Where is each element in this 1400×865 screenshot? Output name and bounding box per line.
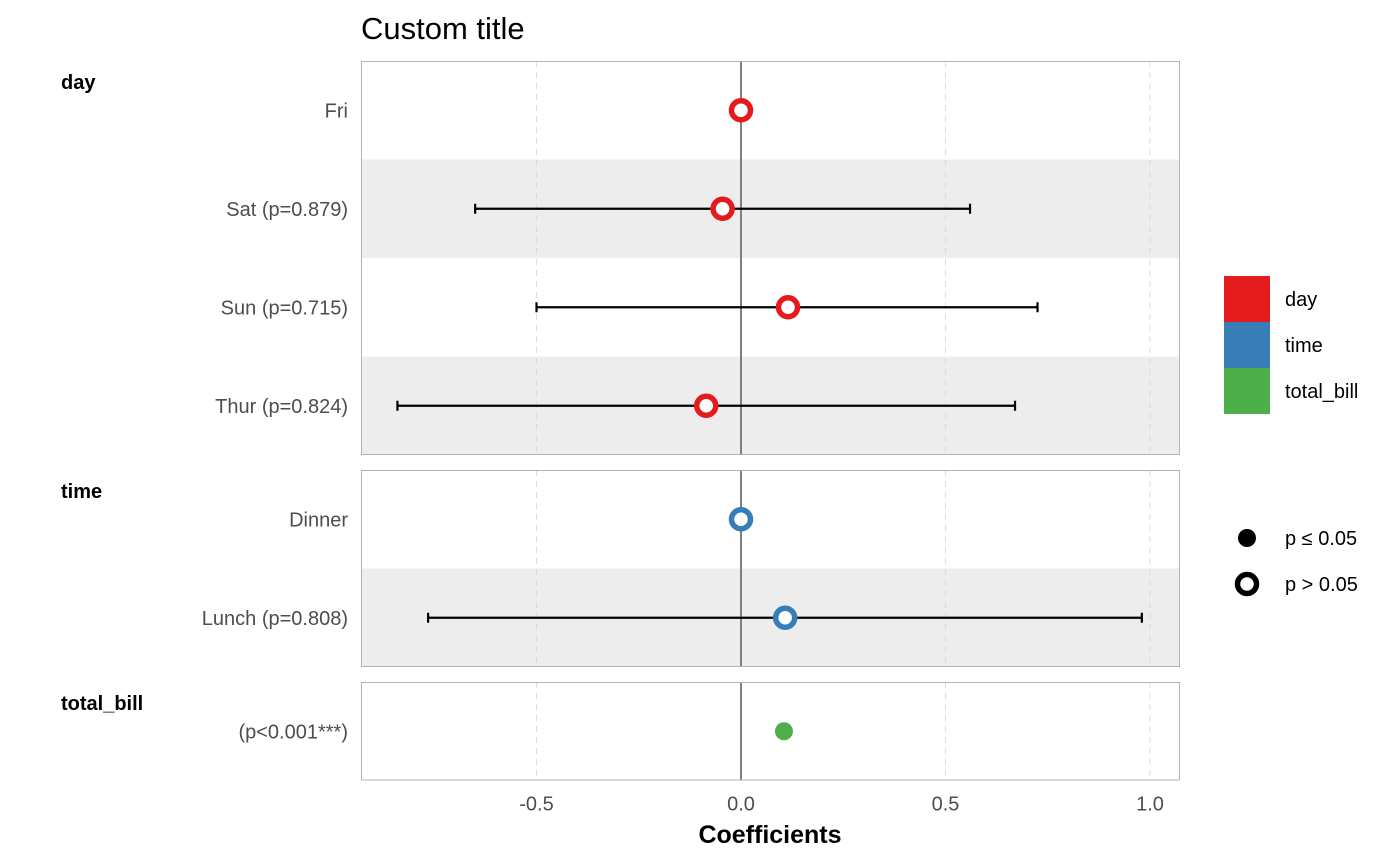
x-axis-label: Coefficients: [698, 821, 841, 849]
panel-time: time Dinner Lunch (p=0.808): [61, 470, 1180, 667]
coefficient-row: Lunch (p=0.808): [202, 605, 1143, 630]
legend-shape-label: p ≤ 0.05: [1285, 528, 1357, 550]
x-tick-label: -0.5: [519, 794, 553, 816]
coefficient-row: Thur (p=0.824): [215, 393, 1017, 418]
group-label-total_bill: total_bill: [61, 693, 143, 715]
row-label: Sat (p=0.879): [226, 199, 348, 221]
x-tick-label: 0.5: [932, 794, 960, 816]
row-label: Thur (p=0.824): [215, 396, 348, 418]
legend-swatch-total_bill: [1224, 368, 1270, 414]
estimate-point: [693, 393, 719, 418]
chart-title: Custom title: [361, 11, 525, 46]
estimate-point: [774, 722, 793, 741]
panel-total_bill: total_bill (p<0.001***): [61, 682, 1180, 781]
coefficient-row: Sat (p=0.879): [226, 196, 972, 221]
group-label-time: time: [61, 481, 102, 503]
estimate-point: [710, 196, 735, 221]
panel-border: [361, 682, 1180, 781]
coefficient-row: Fri: [325, 98, 754, 123]
row-label: Sun (p=0.715): [221, 297, 348, 319]
x-axis: -0.5 0.0 0.5 1.0: [519, 794, 1164, 816]
legend-label-day: day: [1285, 289, 1317, 311]
coefficient-row: Dinner: [289, 507, 754, 532]
row-label: (p<0.001***): [238, 721, 348, 743]
legend-swatch-day: [1224, 276, 1270, 322]
x-tick-label: 1.0: [1136, 794, 1164, 816]
estimate-point: [728, 98, 754, 123]
legend-label-total_bill: total_bill: [1285, 381, 1358, 403]
legend-shape-label: p > 0.05: [1285, 574, 1358, 596]
estimate-point: [728, 507, 754, 532]
row-label: Lunch (p=0.808): [202, 608, 348, 630]
legend-filled-point: [1238, 529, 1256, 547]
panel-border: [361, 61, 1180, 455]
plot-panels: day Fri Sat (p=0.879) Sun (p=0.715) Thur (p=…: [61, 61, 1180, 781]
legend-open-point: [1234, 571, 1260, 597]
coefficient-row: (p<0.001***): [238, 721, 793, 743]
coefficient-row: Sun (p=0.715): [221, 295, 1039, 320]
estimate-point: [772, 605, 798, 630]
row-label: Fri: [325, 100, 348, 122]
panel-border: [361, 470, 1180, 667]
estimate-point: [775, 295, 801, 320]
x-tick-label: 0.0: [727, 794, 755, 816]
row-label: Dinner: [289, 509, 348, 531]
legend-swatch-time: [1224, 322, 1270, 368]
panel-day: day Fri Sat (p=0.879) Sun (p=0.715) Thur (p=…: [61, 61, 1180, 455]
legend-label-time: time: [1285, 335, 1323, 357]
group-label-day: day: [61, 72, 96, 94]
